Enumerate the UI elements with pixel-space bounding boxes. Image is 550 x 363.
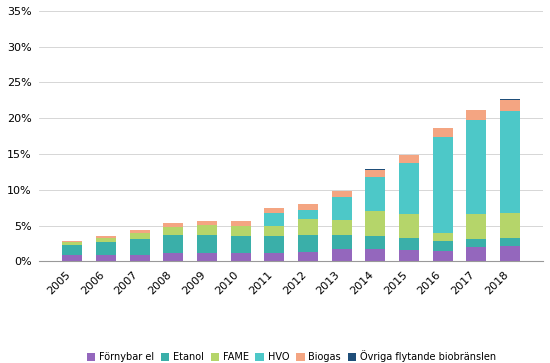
Bar [500, 101, 520, 111]
Bar [197, 221, 217, 225]
Bar [399, 250, 419, 261]
Bar [197, 253, 217, 261]
Bar [433, 233, 453, 241]
Bar [433, 127, 453, 128]
Bar [62, 245, 82, 255]
Legend: Förnybar el, Etanol, FAME, HVO, Biogas, Övriga flytande biobränslen: Förnybar el, Etanol, FAME, HVO, Biogas, … [82, 346, 500, 363]
Bar [365, 177, 386, 211]
Bar [332, 197, 352, 220]
Bar [365, 236, 386, 249]
Bar [96, 238, 116, 242]
Bar [163, 235, 184, 253]
Bar [399, 214, 419, 238]
Bar [466, 214, 487, 239]
Bar [500, 246, 520, 261]
Bar [163, 253, 184, 261]
Bar [230, 236, 251, 253]
Bar [230, 253, 251, 261]
Bar [466, 120, 487, 214]
Bar [264, 236, 284, 253]
Bar [365, 249, 386, 261]
Bar [264, 253, 284, 261]
Bar [500, 111, 520, 213]
Bar [264, 213, 284, 226]
Bar [130, 255, 150, 261]
Bar [130, 239, 150, 255]
Bar [298, 210, 318, 219]
Bar [96, 255, 116, 261]
Bar [433, 251, 453, 261]
Bar [197, 225, 217, 235]
Bar [264, 226, 284, 236]
Bar [466, 110, 487, 120]
Bar [298, 252, 318, 261]
Bar [96, 242, 116, 255]
Bar [399, 155, 419, 163]
Bar [433, 137, 453, 233]
Bar [399, 238, 419, 250]
Bar [130, 230, 150, 233]
Bar [332, 220, 352, 235]
Bar [365, 169, 386, 170]
Bar [230, 221, 251, 225]
Bar [332, 191, 352, 197]
Bar [433, 241, 453, 251]
Bar [230, 225, 251, 236]
Bar [62, 242, 82, 245]
Bar [298, 219, 318, 235]
Bar [433, 128, 453, 137]
Bar [62, 241, 82, 242]
Bar [130, 233, 150, 239]
Bar [500, 99, 520, 101]
Bar [399, 163, 419, 214]
Bar [332, 249, 352, 261]
Bar [500, 213, 520, 238]
Bar [163, 227, 184, 235]
Bar [96, 236, 116, 238]
Bar [298, 204, 318, 210]
Bar [298, 235, 318, 252]
Bar [264, 208, 284, 213]
Bar [500, 238, 520, 246]
Bar [466, 247, 487, 261]
Bar [163, 224, 184, 227]
Bar [197, 235, 217, 253]
Bar [365, 211, 386, 236]
Bar [62, 255, 82, 261]
Bar [365, 170, 386, 177]
Bar [332, 235, 352, 249]
Bar [466, 239, 487, 247]
